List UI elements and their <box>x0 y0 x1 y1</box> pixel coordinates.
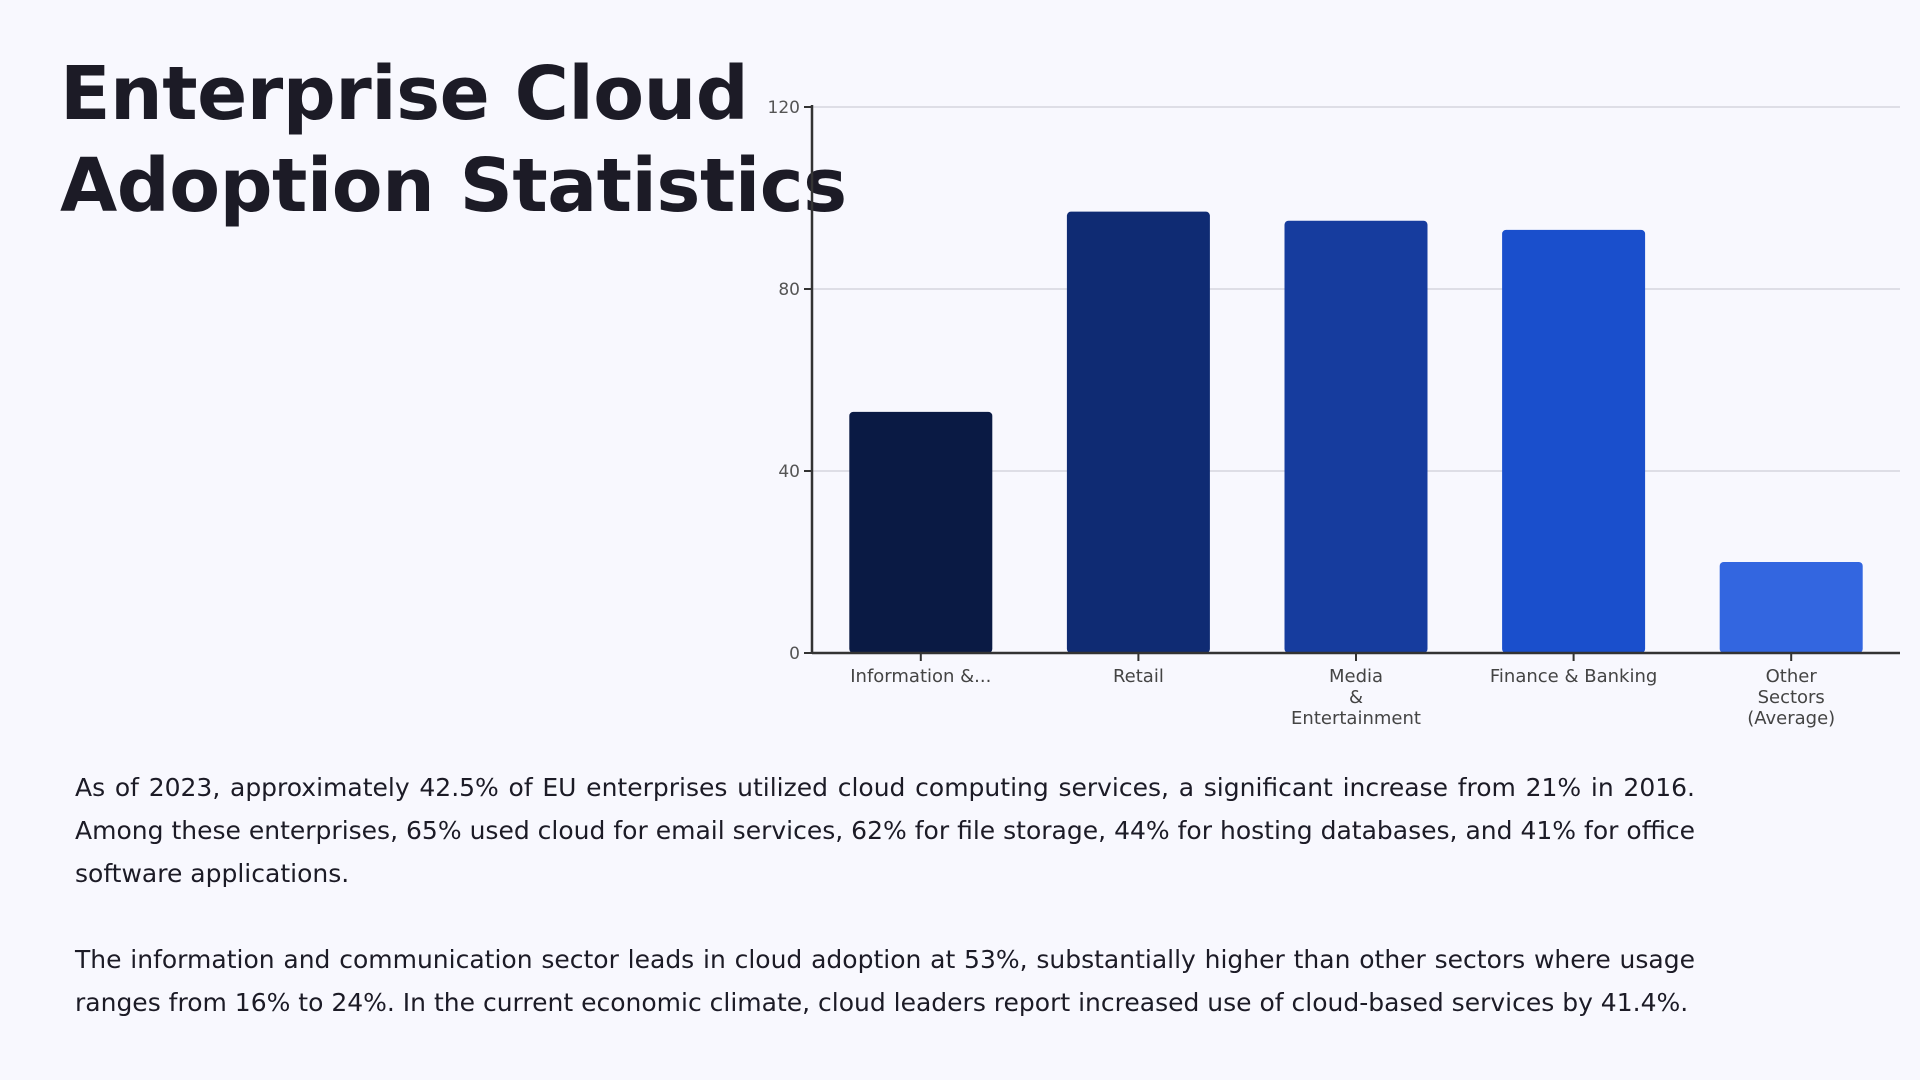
bar-3 <box>1502 229 1646 653</box>
x-tick-label: Sectors <box>1758 687 1825 708</box>
x-tick-label: Other <box>1766 666 1818 687</box>
bar-1 <box>1066 211 1210 653</box>
x-tick-label: Media <box>1329 666 1383 687</box>
x-tick-label: (Average) <box>1747 708 1835 729</box>
bar-4 <box>1719 562 1863 653</box>
x-tick-label: & <box>1349 687 1363 708</box>
bar-2 <box>1284 220 1428 653</box>
y-tick-label: 40 <box>778 462 800 482</box>
y-tick-label: 120 <box>768 98 800 118</box>
x-tick-label: Information &... <box>850 666 991 687</box>
bar-0 <box>849 411 993 653</box>
title-line-1: Enterprise Cloud <box>60 51 749 137</box>
title-line-2: Adoption Statistics <box>60 143 847 229</box>
paragraph-2: The information and communication sector… <box>75 945 1695 1017</box>
bar-chart: 0 40 80 120 Information &... Retail Media&Ente… <box>768 98 1900 729</box>
x-tick-label: Retail <box>1113 666 1164 687</box>
page-title: Enterprise Cloud Adoption Statistics <box>60 48 847 232</box>
x-tick-label: Finance & Banking <box>1490 666 1657 687</box>
y-tick-label: 0 <box>789 644 800 664</box>
body-text: As of 2023, approximately 42.5% of EU en… <box>75 766 1695 1067</box>
y-tick-label: 80 <box>778 280 800 300</box>
x-tick-label: Entertainment <box>1291 708 1421 729</box>
paragraph-1: As of 2023, approximately 42.5% of EU en… <box>75 773 1695 888</box>
